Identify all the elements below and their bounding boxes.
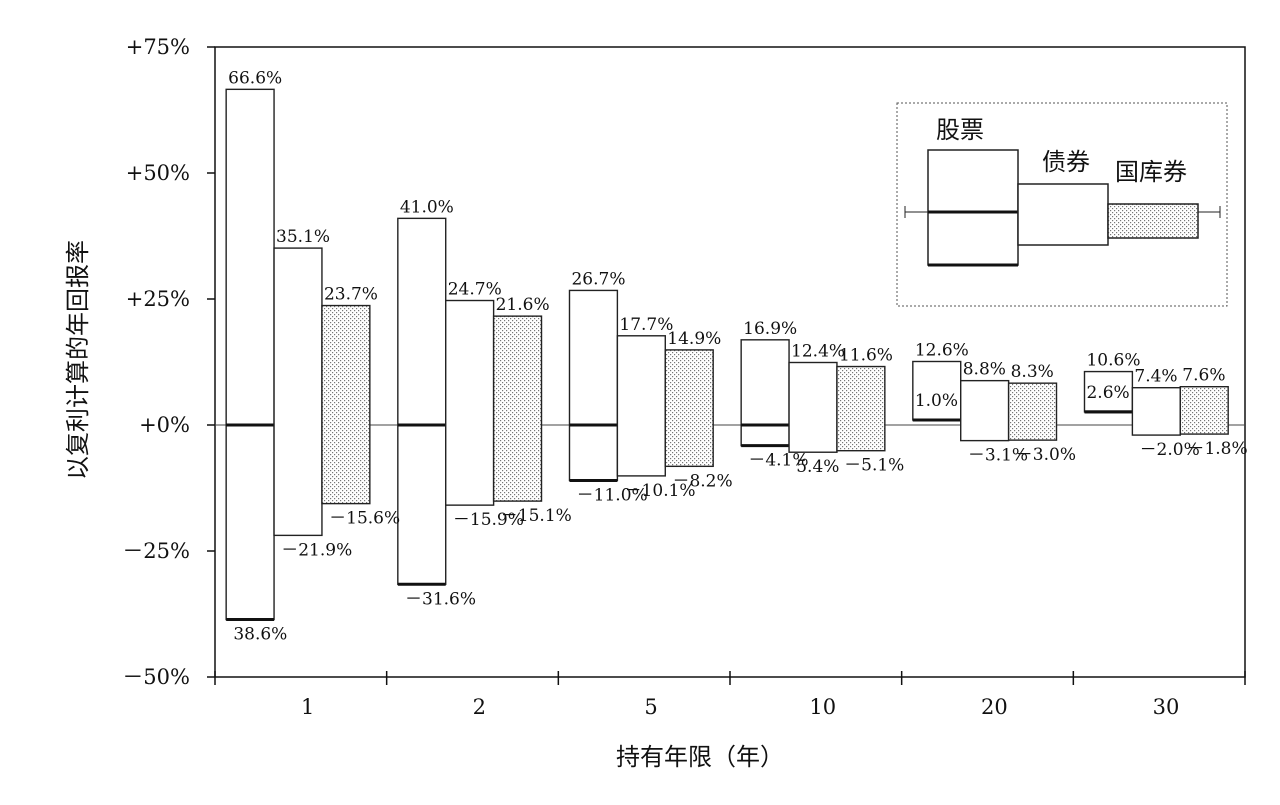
bar (445, 299, 495, 506)
bar (1083, 370, 1134, 413)
value-label-max: 7.4% (1134, 367, 1177, 387)
legend-frame (896, 102, 1228, 307)
x-tick-label: 5 (644, 695, 657, 719)
value-label-max: 41.0% (400, 197, 454, 217)
value-label-max: 8.8% (963, 360, 1006, 380)
bar (664, 349, 714, 468)
value-label-min: －11.0% (577, 485, 648, 505)
y-axis-title: 以复利计算的年回报率 (64, 240, 92, 480)
x-tick-label: 2 (473, 695, 486, 719)
value-label-max: 7.6% (1182, 366, 1225, 386)
value-label-min: 1.0% (915, 391, 958, 411)
y-tick-label: －25% (122, 539, 190, 563)
x-tick-label: 1 (301, 695, 314, 719)
value-label-min: －31.6% (405, 589, 476, 609)
legend-swatch-bills (1107, 203, 1199, 239)
y-tick-label: +75% (126, 35, 190, 59)
value-label-min: －8.2% (672, 471, 732, 491)
x-tick-label: 10 (809, 695, 836, 719)
value-label-min: －15.1% (501, 506, 572, 526)
bar (1131, 387, 1181, 436)
value-label-min: －3.1% (968, 446, 1028, 466)
value-label-max: 12.4% (791, 342, 845, 362)
y-tick-label: +0% (139, 413, 190, 437)
value-labels-group: 66.6% 38.6% 35.1% －21.9% 23.7% －15.6% 41.0% －31… (228, 68, 1248, 644)
value-label-min: －5.1% (844, 456, 904, 476)
value-label-max: 8.3% (1011, 362, 1054, 382)
bar (960, 379, 1010, 442)
value-label-max: 14.9% (667, 329, 721, 349)
bar (616, 335, 666, 477)
bars-group (225, 88, 1229, 622)
y-tick-label: +25% (126, 287, 190, 311)
x-tick-label: 20 (981, 695, 1008, 719)
value-label-min: 38.6% (233, 625, 287, 645)
bar (273, 247, 323, 537)
value-label-min: －15.6% (329, 509, 400, 529)
y-tick-label: +50% (126, 161, 190, 185)
bar (788, 361, 838, 453)
value-label-min: －3.0% (1016, 445, 1076, 465)
x-tick-label: 30 (1153, 695, 1180, 719)
value-label-min: －1.8% (1187, 439, 1247, 459)
bar (568, 289, 619, 482)
legend-label-bonds: 债券 (1042, 148, 1090, 176)
bar (1007, 382, 1058, 441)
value-label-min: －4.1% (748, 451, 808, 471)
legend-swatch-bonds (1017, 183, 1109, 246)
bar (836, 365, 886, 452)
value-label-max: 35.1% (276, 227, 330, 247)
value-label-max: 24.7% (448, 280, 502, 300)
bar (321, 304, 371, 505)
bar (740, 339, 790, 447)
value-label-max: 26.7% (571, 269, 625, 289)
y-tick-label: －50% (122, 665, 190, 689)
value-label-min: －21.9% (281, 540, 352, 560)
value-label-min: 2.6% (1086, 383, 1129, 403)
value-label-min: －10.1% (625, 481, 696, 501)
bar (492, 315, 543, 502)
legend-swatch-stocks (927, 149, 1019, 266)
value-label-max: 11.6% (839, 346, 893, 366)
bar (912, 360, 962, 421)
value-label-max: 21.6% (496, 295, 550, 315)
legend-label-bills: 国库券 (1115, 158, 1187, 186)
bar (225, 88, 275, 621)
y-axis: +75% +50% +25% +0% －25% －50% (122, 35, 215, 689)
bar (397, 217, 447, 585)
x-axis-title: 持有年限（年） (616, 743, 784, 771)
value-label-max: 66.6% (228, 68, 282, 88)
value-label-max: 16.9% (743, 319, 797, 339)
value-label-max: 23.7% (324, 285, 378, 305)
value-label-min: －15.9% (453, 510, 524, 530)
value-label-min: 5.4% (796, 457, 839, 477)
value-label-min: －2.0% (1140, 440, 1200, 460)
legend: 股票 债券 国库券 (896, 102, 1228, 307)
x-axis: 1 2 5 10 20 30 (214, 671, 1246, 719)
bar (1179, 385, 1229, 435)
value-label-max: 17.7% (619, 315, 673, 335)
legend-label-stocks: 股票 (936, 116, 984, 144)
value-label-max: 12.6% (915, 340, 969, 360)
value-label-max: 10.6% (1086, 351, 1140, 371)
